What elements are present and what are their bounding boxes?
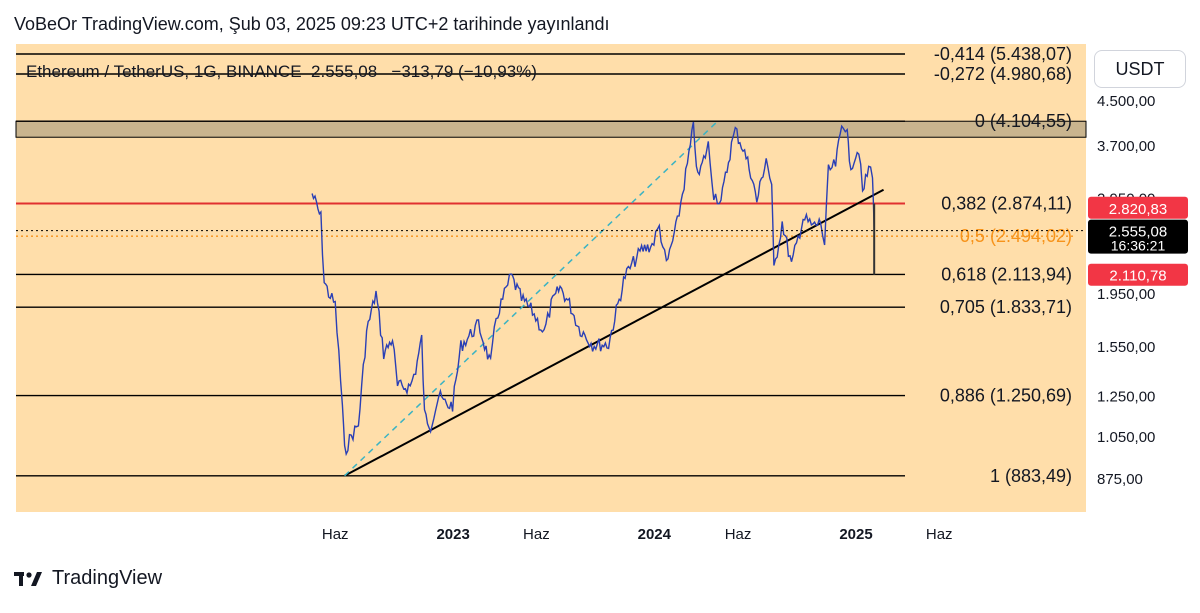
symbol-legend: Ethereum / TetherUS, 1G, BINANCE 2.555,0… bbox=[26, 62, 537, 82]
price-tag-label: 2.110,78 bbox=[1109, 268, 1166, 285]
fib-label: 0,618 (2.113,94) bbox=[941, 264, 1072, 284]
fib-label: 0,382 (2.874,11) bbox=[941, 193, 1072, 213]
fib-label: 1 (883,49) bbox=[990, 466, 1072, 486]
price-tag-label: 2.555,08 bbox=[1109, 224, 1167, 241]
price-tag-countdown: 16:36:21 bbox=[1111, 238, 1166, 254]
brand-name: TradingView bbox=[52, 567, 163, 589]
price-tag bbox=[1088, 219, 1188, 254]
y-tick-label: 1.950,00 bbox=[1097, 286, 1155, 303]
price-tag-label: 2.820,83 bbox=[1109, 201, 1167, 218]
price-series bbox=[311, 121, 875, 457]
x-tick-label: Haz bbox=[926, 526, 953, 543]
tradingview-logo-icon bbox=[14, 571, 42, 586]
x-tick-label: 2025 bbox=[839, 526, 872, 543]
symbol-name: Ethereum / TetherUS, 1G, BINANCE bbox=[26, 62, 302, 81]
fib-label: -0,414 (5.438,07) bbox=[934, 44, 1072, 64]
y-tick-label: 4.500,00 bbox=[1097, 93, 1155, 110]
price-tag bbox=[1088, 196, 1188, 219]
fib-label: -0,272 (4.980,68) bbox=[934, 64, 1072, 84]
y-tick-label: 1.050,00 bbox=[1097, 429, 1155, 446]
fib-label: 0,705 (1.833,71) bbox=[940, 297, 1072, 317]
fib-label: 0,886 (1.250,69) bbox=[940, 386, 1072, 406]
fib-label: 0 (4.104,55) bbox=[975, 111, 1072, 131]
fib-zone-top bbox=[15, 120, 1087, 138]
tradingview-brand[interactable]: TradingView bbox=[14, 567, 162, 590]
x-tick-label: 2023 bbox=[436, 526, 469, 543]
y-tick-label: 1.550,00 bbox=[1097, 339, 1155, 356]
y-tick-label: 1.250,00 bbox=[1097, 389, 1155, 406]
x-tick-label: Haz bbox=[523, 526, 550, 543]
symbol-change: −313,79 (−10,93%) bbox=[391, 62, 537, 81]
fib-label: 0,5 (2.494,02) bbox=[960, 226, 1072, 246]
plot-background bbox=[16, 44, 1086, 512]
y-tick-label: 875,00 bbox=[1097, 471, 1143, 488]
published-header: VoBeOr TradingView.com, Şub 03, 2025 09:… bbox=[14, 14, 610, 34]
symbol-price: 2.555,08 bbox=[311, 62, 378, 81]
x-tick-label: Haz bbox=[725, 526, 752, 543]
support-trendline bbox=[344, 188, 885, 477]
currency-button[interactable]: USDT bbox=[1094, 50, 1186, 88]
x-tick-label: 2024 bbox=[638, 526, 672, 543]
price-tag bbox=[1088, 263, 1188, 286]
x-tick-label: Haz bbox=[322, 526, 349, 543]
dashed-trendline bbox=[344, 120, 719, 477]
y-tick-label: 3.700,00 bbox=[1097, 138, 1155, 155]
